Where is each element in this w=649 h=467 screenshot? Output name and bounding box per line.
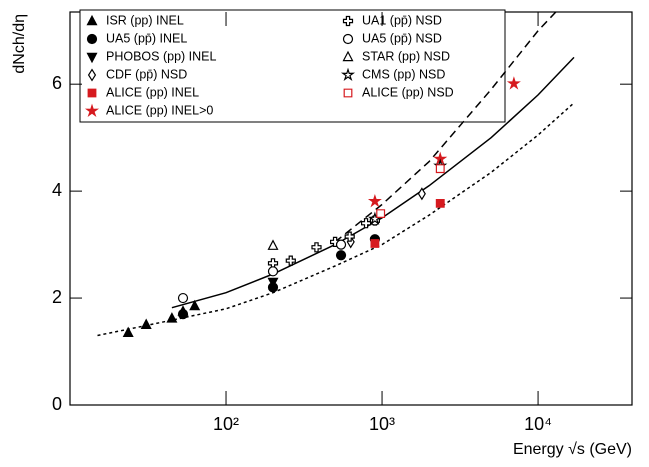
legend-marker [87, 88, 97, 98]
legend-label: ALICE (pp) INEL>0 [106, 103, 213, 117]
legend-marker [86, 33, 98, 45]
fit-curve [97, 102, 575, 337]
data-point [344, 231, 355, 242]
y-tick-label: 4 [52, 180, 62, 200]
legend-box [79, 9, 506, 123]
data-point [367, 193, 382, 208]
data-point [376, 209, 386, 218]
legend-marker [87, 68, 97, 82]
legend-label: CMS (pp) NSD [362, 67, 445, 81]
legend-label: ALICE (pp) NSD [362, 85, 454, 99]
legend-label: ISR (pp) INEL [106, 13, 184, 27]
legend-marker [342, 33, 354, 45]
legend-marker [342, 50, 354, 62]
legend-label: UA5 (pp̄) INEL [106, 31, 187, 45]
y-axis-label: dNch/dη [11, 14, 28, 74]
x-tick-label: 10³ [369, 414, 395, 434]
y-tick-label: 6 [52, 73, 62, 93]
data-point [267, 277, 279, 289]
fit-curve [334, 12, 557, 243]
data-point [166, 312, 178, 323]
legend-marker [340, 67, 356, 82]
legend-marker [84, 103, 100, 118]
data-point [267, 239, 279, 250]
data-point [311, 242, 322, 253]
data-point [177, 292, 189, 304]
data-point [435, 199, 445, 208]
data-point [361, 218, 372, 229]
data-point [370, 239, 380, 248]
data-point [335, 239, 347, 250]
legend-label: CDF (pp̄) NSD [106, 67, 187, 81]
legend-label: ALICE (pp) INEL [106, 85, 199, 99]
data-point [140, 318, 152, 329]
legend-marker [86, 14, 98, 26]
legend-label: PHOBOS (pp) INEL [106, 49, 216, 63]
data-point [189, 299, 201, 311]
legend-label: STAR (pp) NSD [362, 49, 450, 63]
legend-marker [342, 15, 354, 27]
data-point [417, 187, 426, 201]
legend-label: UA5 (pp̄) NSD [362, 31, 442, 45]
x-axis-label: Energy √s (GeV) [513, 441, 632, 458]
data-point [285, 255, 296, 266]
data-point [335, 250, 347, 261]
data-point [435, 164, 445, 174]
data-point [506, 76, 521, 90]
data-point [122, 326, 134, 337]
y-tick-label: 0 [52, 394, 62, 414]
legend-marker [343, 88, 353, 98]
legend-label: UA1 (pp̄) NSD [362, 13, 442, 27]
data-point [177, 309, 189, 320]
x-tick-label: 10² [213, 414, 239, 434]
x-tick-label: 10⁴ [524, 414, 552, 434]
y-tick-label: 2 [52, 287, 62, 307]
legend-marker [86, 52, 98, 64]
data-point [267, 266, 279, 277]
